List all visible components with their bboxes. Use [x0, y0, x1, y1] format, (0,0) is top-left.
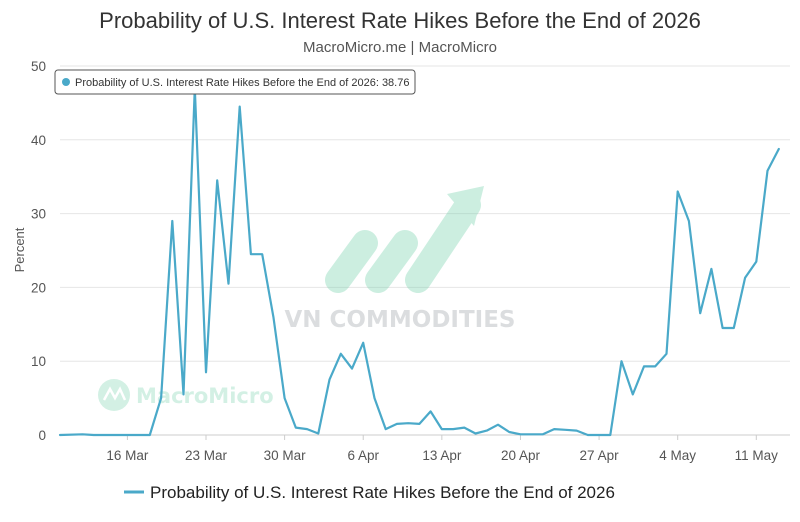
data-point[interactable] — [91, 433, 96, 438]
data-point[interactable] — [58, 433, 63, 438]
data-point[interactable] — [709, 267, 714, 272]
x-tick-label: 16 Mar — [106, 448, 149, 463]
data-point[interactable] — [271, 315, 276, 320]
rising-arrow-logo-icon — [325, 186, 484, 293]
y-tick-label: 30 — [31, 207, 46, 222]
data-point[interactable] — [114, 433, 119, 438]
x-tick-label: 11 May — [735, 448, 779, 463]
data-point[interactable] — [642, 364, 647, 369]
watermark-brand-text: VN COMMODITIES — [285, 307, 516, 333]
legend-label: Probability of U.S. Interest Rate Hikes … — [150, 483, 615, 502]
data-point[interactable] — [518, 432, 523, 437]
data-point[interactable] — [563, 427, 568, 432]
tooltip: Probability of U.S. Interest Rate Hikes … — [54, 69, 416, 95]
data-point[interactable] — [80, 432, 85, 437]
data-point[interactable] — [675, 189, 680, 194]
data-point[interactable] — [204, 370, 209, 375]
data-point[interactable] — [462, 425, 467, 430]
data-point[interactable] — [439, 427, 444, 432]
data-point[interactable] — [260, 252, 265, 257]
data-point[interactable] — [350, 366, 355, 371]
chart-title: Probability of U.S. Interest Rate Hikes … — [99, 8, 701, 33]
data-point[interactable] — [147, 433, 152, 438]
data-point[interactable] — [552, 427, 557, 432]
x-tick-label: 23 Mar — [185, 448, 228, 463]
data-point[interactable] — [585, 433, 590, 438]
x-tick-label: 20 Apr — [501, 448, 541, 463]
data-point[interactable] — [451, 427, 456, 432]
data-point[interactable] — [395, 422, 400, 427]
y-tick-label: 0 — [38, 428, 46, 443]
data-point[interactable] — [608, 433, 613, 438]
series-layer — [58, 87, 781, 438]
data-point[interactable] — [743, 275, 748, 280]
data-point[interactable] — [473, 431, 478, 436]
data-point[interactable] — [181, 392, 186, 397]
data-point[interactable] — [754, 259, 759, 264]
data-point[interactable] — [293, 425, 298, 430]
x-tick-label: 4 May — [659, 448, 696, 463]
macromicro-logo-icon — [98, 379, 130, 411]
data-point[interactable] — [765, 168, 770, 173]
y-tick-label: 20 — [31, 280, 46, 295]
data-point[interactable] — [237, 104, 242, 109]
data-point[interactable] — [372, 396, 377, 401]
data-point[interactable] — [653, 364, 658, 369]
chart-subtitle: MacroMicro.me | MacroMicro — [303, 39, 497, 56]
y-axis-label: Percent — [12, 227, 27, 272]
data-point[interactable] — [541, 432, 546, 437]
data-point[interactable] — [170, 219, 175, 224]
data-point[interactable] — [417, 422, 422, 427]
data-point[interactable] — [496, 422, 501, 427]
x-tick-label: 6 Apr — [347, 448, 379, 463]
series-line-0[interactable] — [58, 87, 780, 437]
data-point[interactable] — [619, 359, 624, 364]
series-dot-icon — [62, 78, 70, 86]
data-point[interactable] — [406, 421, 411, 426]
data-point[interactable] — [316, 431, 321, 436]
data-point[interactable] — [327, 377, 332, 382]
tooltip-box — [54, 69, 416, 95]
data-point[interactable] — [507, 430, 512, 435]
data-point[interactable] — [687, 219, 692, 224]
data-point[interactable] — [338, 351, 343, 356]
data-point[interactable] — [428, 409, 433, 414]
x-tick-label: 30 Mar — [264, 448, 307, 463]
watermark-micro: MacroMicro — [98, 379, 274, 411]
data-point[interactable] — [574, 428, 579, 433]
data-point[interactable] — [226, 281, 231, 286]
tooltip-text: Probability of U.S. Interest Rate Hikes … — [75, 77, 409, 89]
x-tick-label: 27 Apr — [580, 448, 620, 463]
data-point[interactable] — [282, 396, 287, 401]
y-tick-label: 40 — [31, 133, 46, 148]
data-point[interactable] — [630, 392, 635, 397]
data-point[interactable] — [731, 326, 736, 331]
x-axis: 16 Mar 23 Mar 30 Mar 6 Apr 13 Apr 20 Apr 27 Ap… — [106, 435, 778, 463]
watermark-micro-text: MacroMicro — [136, 384, 274, 408]
data-point[interactable] — [305, 427, 310, 432]
x-tick-label: 13 Apr — [422, 448, 462, 463]
data-point[interactable] — [720, 326, 725, 331]
y-tick-label: 50 — [31, 59, 46, 74]
data-point[interactable] — [159, 396, 164, 401]
data-point[interactable] — [484, 428, 489, 433]
data-point[interactable] — [698, 311, 703, 316]
data-point[interactable] — [249, 252, 254, 257]
data-point[interactable] — [383, 427, 388, 432]
watermark-brand: VN COMMODITIES — [285, 186, 516, 333]
legend[interactable]: Probability of U.S. Interest Rate Hikes … — [124, 483, 615, 502]
y-axis: 0 10 20 30 40 50 — [31, 59, 46, 443]
data-point[interactable] — [361, 340, 366, 345]
data-point[interactable] — [664, 351, 669, 356]
y-tick-label: 10 — [31, 354, 46, 369]
data-point[interactable] — [215, 178, 220, 183]
data-point[interactable] — [776, 147, 781, 152]
